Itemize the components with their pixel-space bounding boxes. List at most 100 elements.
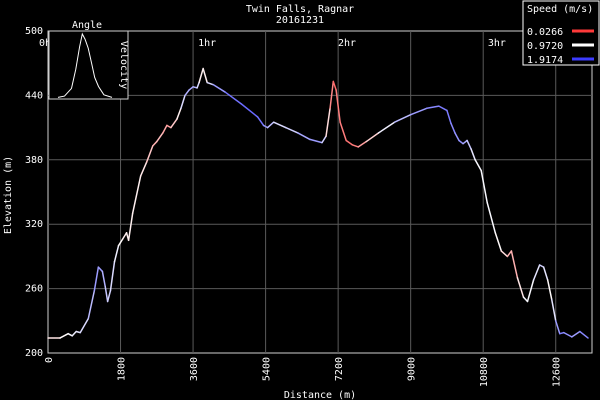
series-segment (224, 91, 243, 105)
x-axis-ticks: 0 1800 3600 5400 7200 9000 10800 12600 (44, 357, 563, 387)
series-segment (345, 139, 353, 146)
time-mark-label: 0hr (39, 38, 57, 49)
y-tick-label: 320 (25, 219, 43, 230)
series-segment (262, 124, 269, 129)
series-segment (106, 289, 112, 303)
time-mark-label: 1hr (198, 38, 216, 49)
series-segment (256, 116, 265, 127)
series-segment (188, 86, 194, 91)
x-tick-label: 9000 (407, 357, 418, 381)
series-segment (104, 285, 109, 303)
series-segment (131, 175, 142, 215)
x-axis-label: Distance (m) (284, 390, 356, 400)
legend-title: Speed (m/s) (527, 4, 593, 15)
series-segment (93, 266, 100, 292)
series-segment (240, 103, 259, 118)
series-segment (176, 107, 182, 120)
series-segment (470, 148, 476, 161)
series-segment (458, 139, 464, 145)
series-segment (127, 212, 134, 242)
series-segment (184, 89, 190, 97)
series-segment (109, 261, 116, 292)
series-segment (67, 332, 73, 337)
series-segment (393, 113, 412, 123)
series-segment (446, 109, 452, 125)
legend-entry-label: 0.0266 (527, 27, 563, 38)
series-segment (377, 121, 396, 134)
plot-area (47, 30, 593, 354)
series-segment (522, 296, 529, 303)
x-tick-label: 7200 (334, 357, 345, 381)
y-tick-label: 200 (25, 348, 43, 359)
series-segment (297, 132, 311, 141)
chart-title: Twin Falls, Ragnar (246, 4, 354, 15)
series-segment (156, 132, 164, 143)
legend-entries: 0.0266 0.9720 1.9174 (527, 27, 594, 66)
legend-entry-label: 1.9174 (527, 55, 563, 66)
series-segment (546, 279, 553, 301)
y-tick-label: 380 (25, 155, 43, 166)
series-segment (542, 266, 549, 281)
series-segment (426, 105, 440, 110)
series-segment (563, 331, 573, 338)
series-segment (166, 124, 172, 129)
series-segment (329, 80, 335, 110)
series-segment (309, 138, 323, 144)
y-tick-label: 260 (25, 284, 43, 295)
series-segment (266, 121, 275, 129)
series-segment (162, 124, 168, 134)
series-segment (351, 144, 360, 148)
series-segment (170, 118, 178, 129)
series-segment (332, 80, 337, 91)
series-segment (325, 107, 331, 137)
series-segment (335, 89, 341, 123)
inset-curve (57, 32, 113, 98)
series-segment (510, 250, 519, 279)
series-segment (117, 238, 124, 247)
series-segment (532, 264, 541, 281)
series-segment (526, 279, 535, 303)
series-segment (454, 132, 460, 142)
series-segment (202, 67, 208, 84)
inset-side-label: Velocity (118, 41, 129, 89)
series-segment (180, 94, 186, 110)
series-segment (71, 330, 77, 337)
series-segment (97, 266, 104, 273)
series-segment (474, 159, 482, 172)
series-segment (79, 317, 90, 334)
x-tick-label: 5400 (262, 357, 273, 381)
x-tick-label: 3600 (189, 357, 200, 381)
series-segment (409, 107, 428, 116)
x-tick-label: 0 (44, 357, 55, 363)
series-segment (438, 105, 448, 112)
series-segment (554, 320, 561, 335)
series-segment (87, 289, 96, 320)
series-segment (506, 250, 513, 258)
series-segment (538, 264, 545, 268)
series-segment (272, 121, 287, 129)
series-segment (139, 161, 148, 177)
series-segment (206, 81, 214, 86)
x-tick-label: 12600 (552, 357, 563, 387)
series-segment (284, 126, 299, 134)
series-segment (121, 232, 128, 240)
series-segment (212, 83, 227, 93)
chart-subtitle: 20161231 (276, 15, 324, 26)
series-segment (145, 145, 154, 163)
series-segment (152, 140, 158, 147)
time-mark-label: 2hr (338, 38, 356, 49)
series-segment (480, 169, 488, 204)
legend-box (522, 0, 600, 66)
series-segment (198, 67, 204, 84)
series-segment (339, 121, 347, 142)
series-segment (550, 298, 557, 322)
time-mark-label: 3hr (488, 38, 506, 49)
elevation-series (47, 67, 589, 339)
series-segment (494, 232, 503, 252)
series-segment (101, 270, 106, 288)
y-tick-label: 440 (25, 90, 43, 101)
series-segment (450, 122, 456, 134)
series-segment (516, 277, 525, 298)
series-segment (365, 132, 380, 143)
